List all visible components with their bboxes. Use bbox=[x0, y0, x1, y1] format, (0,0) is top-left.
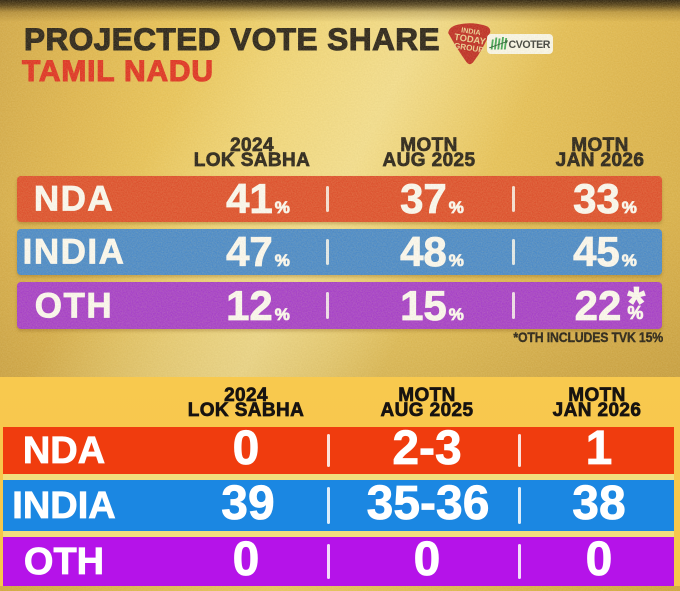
svg-text:CVOTER: CVOTER bbox=[509, 39, 551, 51]
